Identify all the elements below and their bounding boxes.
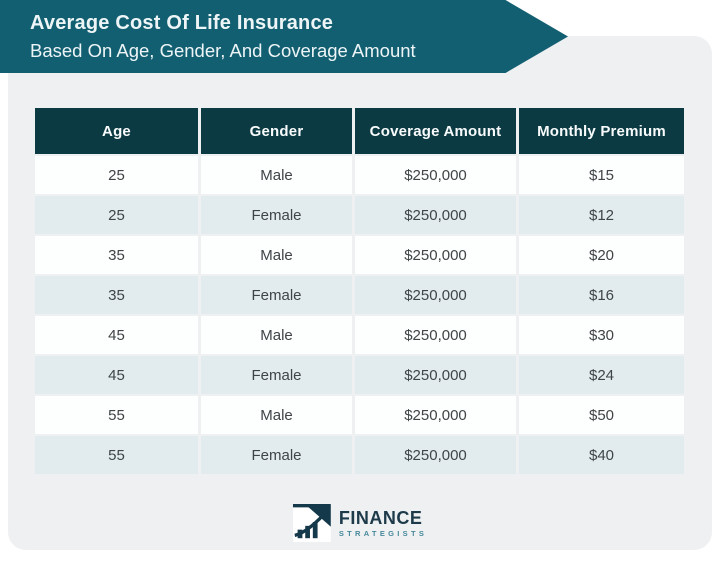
table-cell: $250,000 [355,396,516,434]
table-cell: $16 [519,276,684,314]
logo-wordmark: FINANCE STRATEGISTS [339,509,427,538]
table-cell: $250,000 [355,316,516,354]
column-header: Monthly Premium [519,108,684,154]
table-cell: Male [201,396,352,434]
table-cell: $250,000 [355,236,516,274]
column-header: Gender [201,108,352,154]
table-cell: Female [201,436,352,474]
title-banner: Average Cost Of Life Insurance Based On … [0,0,568,73]
table-cell: 25 [35,196,198,234]
page-title: Average Cost Of Life Insurance [30,11,334,34]
table-cell: 45 [35,316,198,354]
table-cell: $40 [519,436,684,474]
table-cell: $15 [519,156,684,194]
table-cell: Female [201,276,352,314]
finance-strategists-logo: FINANCE STRATEGISTS [292,504,427,542]
column-header: Age [35,108,198,154]
table-cell: 35 [35,276,198,314]
table-cell: $20 [519,236,684,274]
table-cell: $12 [519,196,684,234]
table-cell: 25 [35,156,198,194]
table-cell: 55 [35,396,198,434]
table-cell: $30 [519,316,684,354]
logo-name: FINANCE [338,507,423,528]
table-cell: 55 [35,436,198,474]
table-cell: Male [201,316,352,354]
page-subtitle: Based On Age, Gender, And Coverage Amoun… [30,39,416,61]
table-cell: $250,000 [355,196,516,234]
table-cell: $250,000 [355,156,516,194]
table-cell: Female [201,356,352,394]
bar-chart-arrow-icon [292,504,331,542]
table-cell: $250,000 [355,436,516,474]
logo-subname: STRATEGISTS [338,528,428,538]
table-cell: Male [201,236,352,274]
table-cell: $50 [519,396,684,434]
table-cell: $250,000 [355,356,516,394]
table-cell: $250,000 [355,276,516,314]
table-cell: $24 [519,356,684,394]
column-header: Coverage Amount [355,108,516,154]
table-cell: 45 [35,356,198,394]
table-cell: Male [201,156,352,194]
insurance-cost-table: Age Gender Coverage Amount Monthly Premium 2… [35,108,685,474]
table-cell: Female [201,196,352,234]
table-cell: 35 [35,236,198,274]
content-card: Age Gender Coverage Amount Monthly Premium 2… [8,36,712,550]
